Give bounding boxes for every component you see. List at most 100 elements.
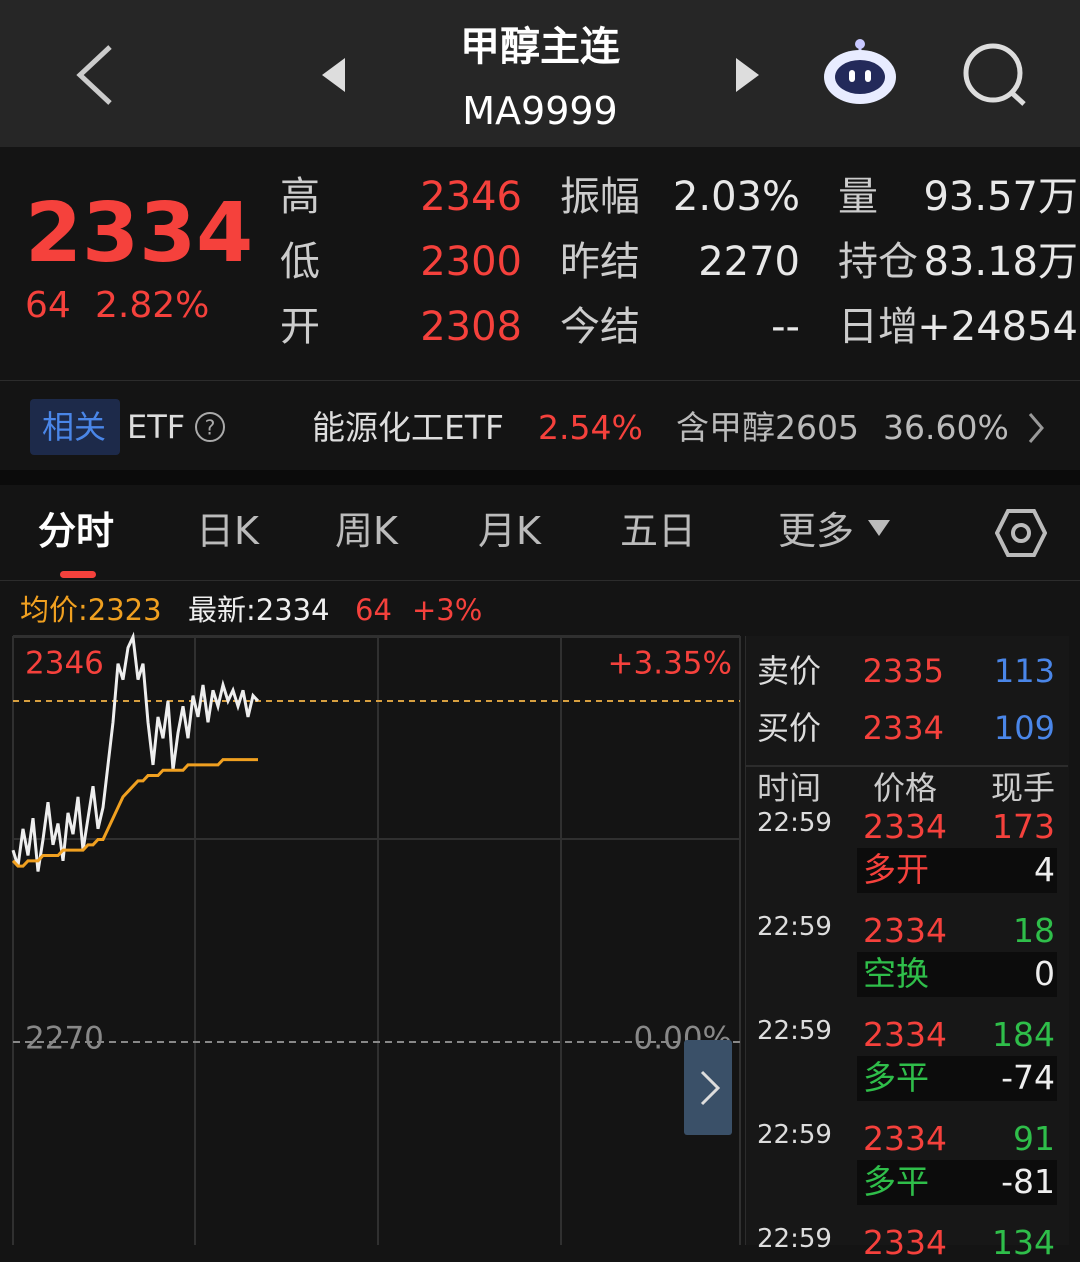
collapse-button[interactable] [684, 1040, 732, 1135]
trade-price: 2334 [863, 1223, 947, 1262]
avg-price: 均价:2323 [20, 593, 162, 627]
trade-header: 现手 [990, 769, 1055, 807]
trade-type: 多开 [863, 850, 929, 889]
prev-button[interactable] [322, 58, 345, 92]
title: 甲醇主连 [460, 24, 620, 70]
tab[interactable]: 分时 [38, 509, 115, 553]
book-price: 2334 [862, 709, 944, 747]
change-pct: 2.82% [95, 285, 210, 326]
change: 64 [25, 285, 71, 326]
divider [745, 765, 1068, 767]
trade-oi: -81 [1001, 1162, 1055, 1201]
etf-name[interactable]: 能源化工ETF [312, 408, 504, 447]
tab-indicator [60, 571, 96, 578]
tab[interactable]: 月K [478, 509, 541, 553]
collapse-arrow [700, 1070, 721, 1106]
book-price: 2335 [862, 652, 944, 690]
trade-volume: 18 [1013, 911, 1055, 950]
stat-label: 日增 [838, 304, 918, 350]
back-button[interactable] [76, 45, 112, 105]
y2-tick-label: +3.35% [608, 646, 732, 682]
top-bar [0, 0, 1080, 147]
stat-label: 量 [838, 174, 878, 220]
trade-oi: 4 [1034, 850, 1055, 889]
price-line [11, 631, 260, 872]
trade-time: 22:59 [757, 808, 832, 838]
stat-label: 今结 [560, 304, 640, 350]
book-label: 卖价 [757, 652, 822, 690]
stat-value: 2300 [420, 239, 522, 285]
dropdown-caret [868, 520, 890, 536]
etf-label: ETF [127, 408, 186, 446]
info-change: 64 [355, 593, 392, 627]
tab[interactable]: 周K [335, 509, 398, 553]
stat-value: 2.03% [672, 174, 800, 220]
tab[interactable]: 更多 [778, 509, 855, 553]
trade-type: 多平 [863, 1058, 929, 1097]
trade-price: 2334 [863, 1015, 947, 1054]
etf-holding: 含甲醇2605 [676, 408, 859, 447]
trade-price: 2334 [863, 1119, 947, 1158]
trade-volume: 134 [992, 1223, 1055, 1262]
trade-type-bg [857, 1160, 1057, 1205]
trade-time: 22:59 [757, 1016, 832, 1046]
divider [0, 380, 1080, 381]
info-change-pct: +3% [412, 593, 483, 627]
gap [0, 470, 1080, 485]
book-volume: 113 [993, 652, 1055, 690]
trade-type-bg [857, 1056, 1057, 1101]
trade-time: 22:59 [757, 1224, 832, 1254]
stat-value: +24854 [917, 304, 1078, 350]
trade-price: 2334 [863, 911, 947, 950]
last-price: 2334 [25, 186, 254, 281]
stat-label: 昨结 [560, 239, 640, 285]
book-volume: 109 [993, 709, 1055, 747]
stat-label: 低 [280, 239, 320, 285]
assistant-icon[interactable] [824, 39, 896, 104]
trade-price: 2334 [863, 807, 947, 846]
trade-header: 时间 [757, 769, 822, 807]
trade-type: 空换 [863, 954, 929, 993]
stat-label: 振幅 [560, 174, 640, 220]
stat-label: 高 [280, 174, 320, 220]
trade-type: 多平 [863, 1162, 929, 1201]
top-icons [76, 39, 1026, 106]
book-label: 买价 [757, 709, 822, 747]
trade-oi: 0 [1034, 954, 1055, 993]
trade-volume: 91 [1013, 1119, 1055, 1158]
etf-change: 2.54% [538, 408, 643, 447]
code: MA9999 [462, 89, 618, 133]
price-line [11, 758, 258, 868]
trade-volume: 184 [992, 1015, 1055, 1054]
stat-label: 持仓 [838, 239, 918, 285]
etf-weight: 36.60% [883, 408, 1009, 447]
settings-button[interactable] [995, 508, 1047, 558]
stat-label: 开 [280, 304, 320, 350]
stat-value: 93.57万 [923, 174, 1078, 220]
help-icon[interactable]: ? [194, 411, 228, 445]
svg-text:?: ? [205, 416, 216, 440]
etf-badge[interactable]: 相关 [42, 408, 107, 446]
search-button[interactable] [963, 43, 1026, 106]
tab[interactable]: 五日 [620, 509, 697, 553]
y-tick-label: 2346 [25, 646, 104, 682]
trade-time: 22:59 [757, 912, 832, 942]
trade-oi: -74 [1001, 1058, 1055, 1097]
tab[interactable]: 日K [196, 509, 259, 553]
etf-more[interactable] [1020, 410, 1050, 446]
latest-price: 最新:2334 [188, 593, 330, 627]
trade-header: 价格 [873, 769, 938, 807]
divider [0, 580, 1080, 581]
y-tick-label: 2270 [25, 1021, 104, 1057]
trade-type-bg [857, 952, 1057, 997]
stat-value: 2346 [420, 174, 522, 220]
stat-value: 83.18万 [923, 239, 1078, 285]
next-button[interactable] [736, 58, 759, 92]
trade-volume: 173 [992, 807, 1055, 846]
stat-value: -- [771, 304, 800, 350]
stat-value: 2308 [420, 304, 522, 350]
trade-time: 22:59 [757, 1120, 832, 1150]
trade-type-bg [857, 848, 1057, 893]
badge-bg [30, 399, 120, 455]
